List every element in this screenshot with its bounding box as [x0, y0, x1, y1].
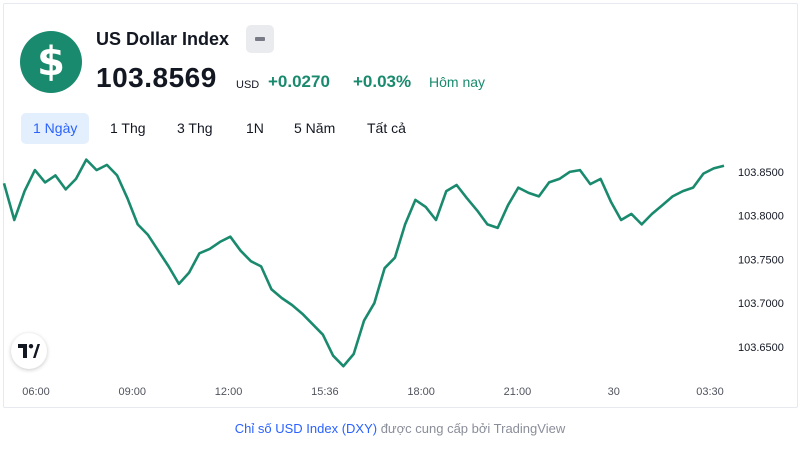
- index-title[interactable]: US Dollar Index: [96, 29, 230, 49]
- price-chart[interactable]: 103.8500 103.8000 103.7500 103.7000 103.6500…: [0, 150, 800, 405]
- tab-3-month[interactable]: 3 Thg: [177, 120, 213, 136]
- currency-label: USD: [236, 79, 260, 91]
- tab-1-year[interactable]: 1N: [246, 120, 264, 136]
- change-period-label: Hôm nay: [429, 74, 486, 90]
- attribution-text: được cung cấp bởi TradingView: [377, 421, 566, 436]
- price-line: [2, 158, 725, 368]
- x-tick-label: 30: [608, 386, 620, 398]
- tab-all[interactable]: Tất cả: [367, 120, 406, 136]
- widget-card: [3, 3, 798, 408]
- y-tick-label: 103.6500: [738, 342, 784, 354]
- tab-5-year[interactable]: 5 Năm: [294, 120, 336, 136]
- dollar-logo-icon: $: [20, 31, 82, 93]
- price-change-percent: +0.03%: [353, 72, 412, 91]
- series-layer: [2, 158, 725, 368]
- current-price: 103.8569: [96, 62, 217, 93]
- x-tick-label: 09:00: [119, 386, 147, 398]
- y-tick-label: 103.8500: [738, 167, 784, 179]
- x-tick-label: 21:00: [504, 386, 532, 398]
- minus-icon[interactable]: [246, 25, 274, 53]
- x-tick-label: 18:00: [407, 386, 435, 398]
- minus-bar: [255, 37, 265, 41]
- y-tick-label: 103.7500: [738, 254, 784, 266]
- tab-1-month[interactable]: 1 Thg: [110, 120, 146, 136]
- x-tick-label: 15:36: [311, 386, 339, 398]
- y-tick-label: 103.7000: [738, 298, 784, 310]
- attribution: Chỉ số USD Index (DXY) được cung cấp bởi…: [0, 421, 800, 436]
- x-tick-label: 03:30: [696, 386, 724, 398]
- y-axis: 103.8500 103.8000 103.7500 103.7000 103.6500: [738, 167, 784, 354]
- tradingview-logo-icon[interactable]: [11, 333, 47, 369]
- x-tick-label: 12:00: [215, 386, 243, 398]
- x-tick-label: 06:00: [22, 386, 50, 398]
- dxy-link[interactable]: Chỉ số USD Index (DXY): [234, 421, 378, 436]
- x-axis: 06:00 09:00 12:00 15:36 18:00 21:00 30 03:30: [22, 386, 724, 398]
- tab-1-day[interactable]: 1 Ngày: [21, 113, 90, 144]
- price-change: +0.0270: [268, 72, 330, 91]
- y-tick-label: 103.8000: [738, 211, 784, 223]
